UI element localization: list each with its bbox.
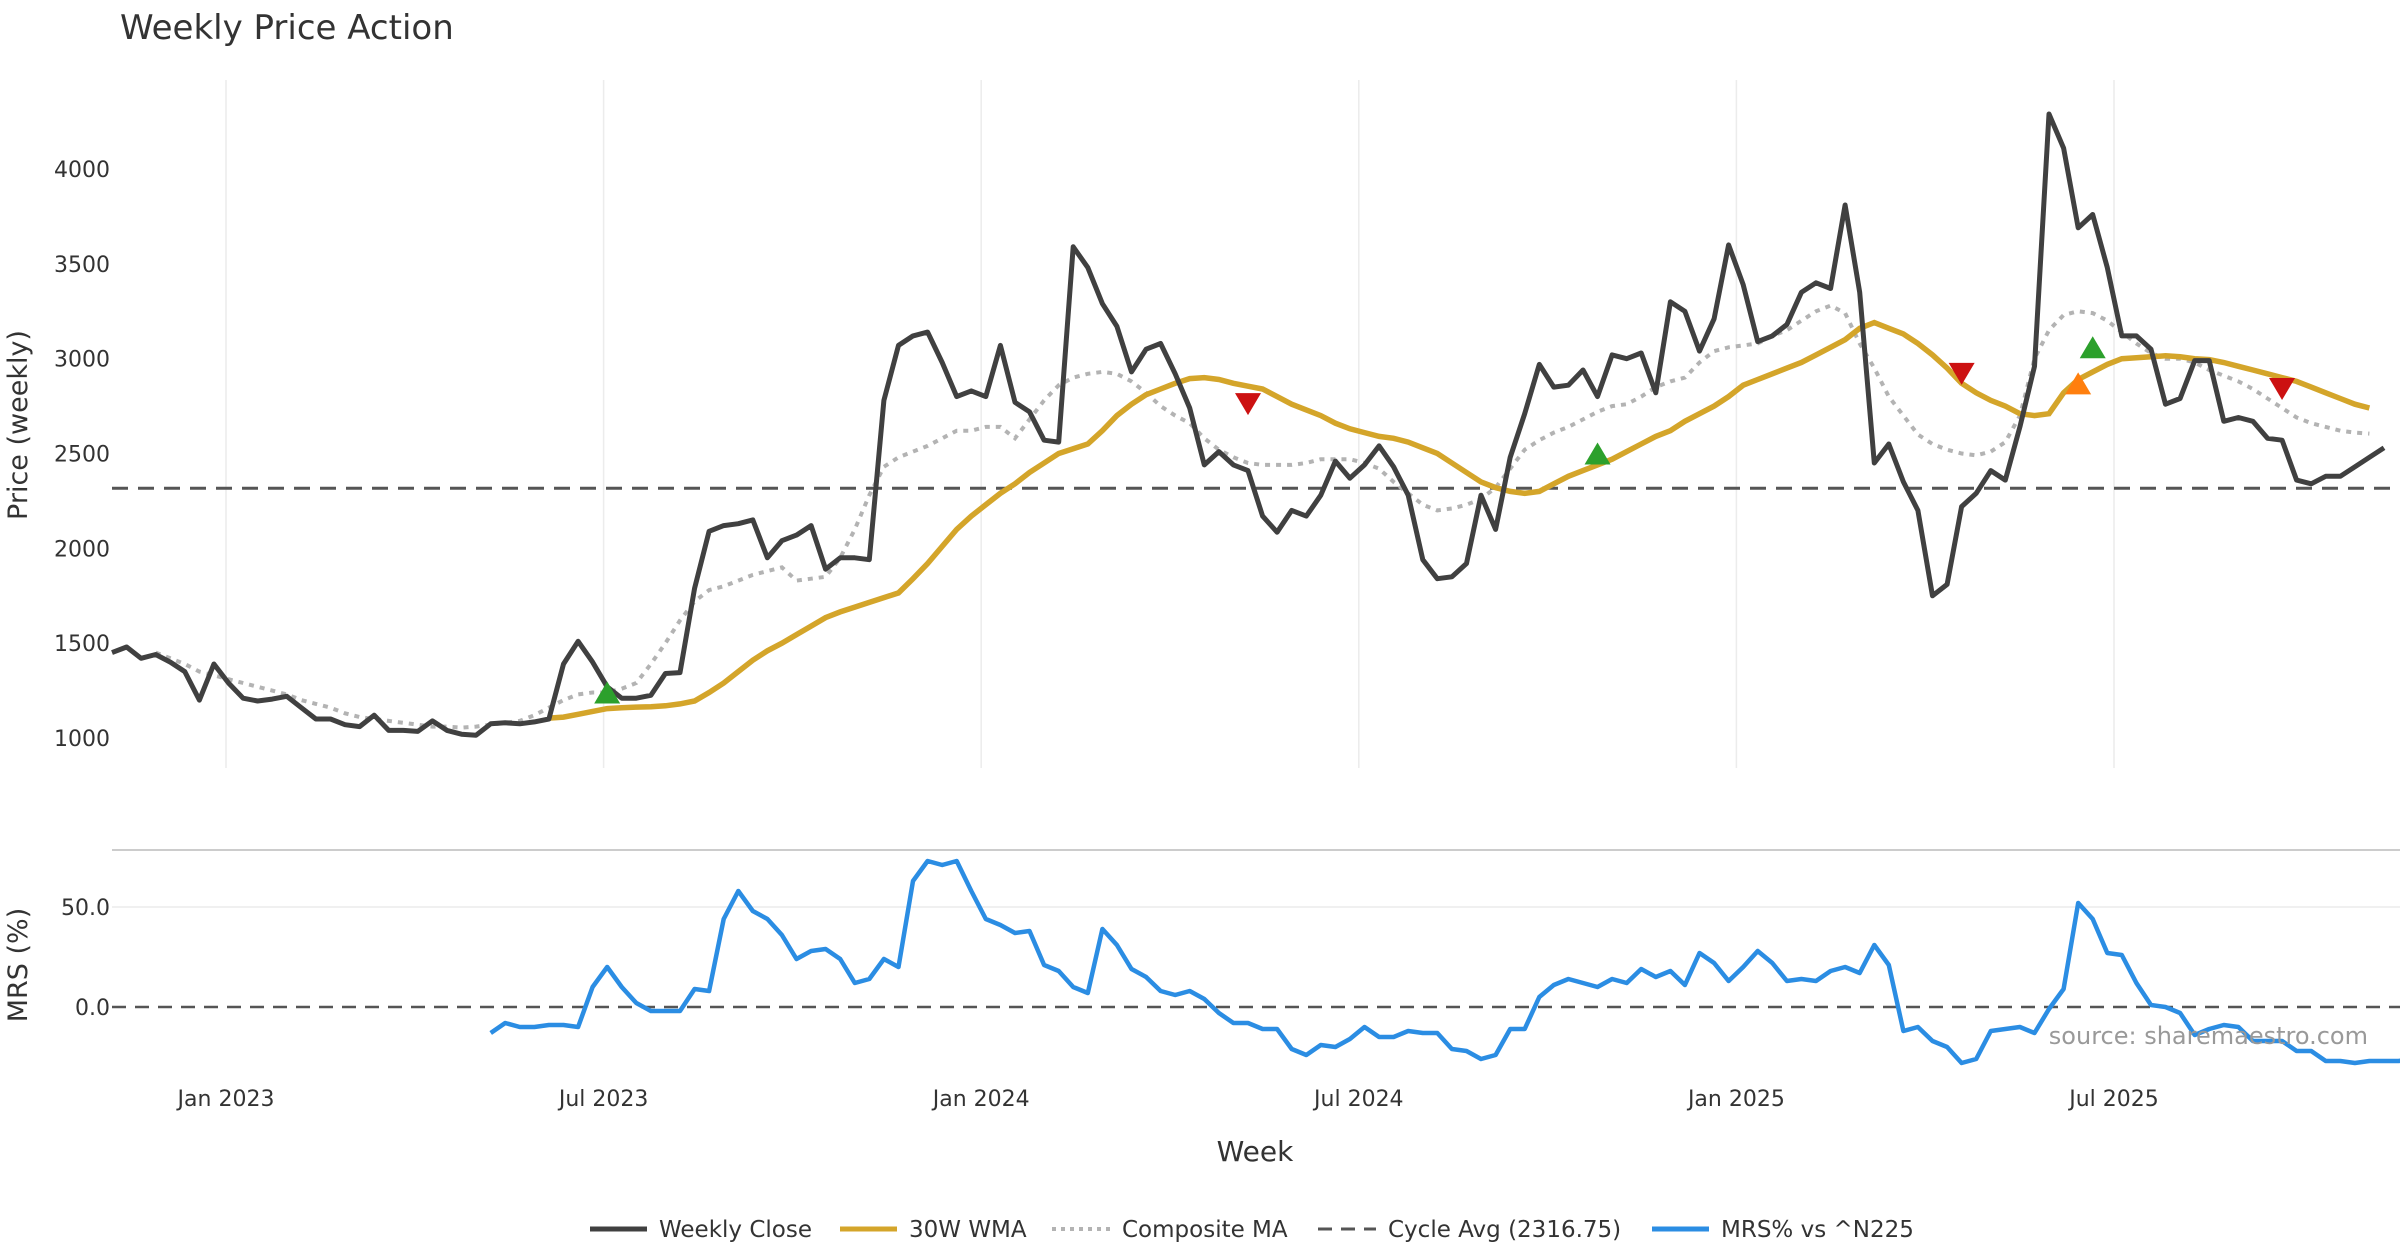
mrs-series-group — [489, 858, 2400, 1066]
x-tick-label: Jul 2023 — [557, 1087, 649, 1112]
legend-label-weekly-close: Weekly Close — [659, 1217, 812, 1243]
source-watermark: source: sharemaestro.com — [2049, 1022, 2368, 1050]
composite-ma-line — [154, 303, 2370, 730]
weekly-close-line — [111, 111, 2386, 738]
legend-label-wma30: 30W WMA — [909, 1217, 1027, 1243]
sell-signal-marker — [1235, 393, 1261, 416]
wma30-line — [548, 319, 2371, 721]
warn-signal-marker — [2065, 372, 2092, 395]
mrs-y-tick-label: 0.0 — [75, 996, 110, 1021]
buy-signal-marker — [1584, 442, 1611, 465]
price-y-tick-label: 2000 — [54, 537, 110, 562]
price-y-tick-label: 3000 — [54, 348, 110, 373]
mrs-y-ticks: 50.0 0.0 — [61, 896, 110, 1021]
price-y-tick-label: 1000 — [54, 727, 110, 752]
x-tick-label: Jan 2024 — [931, 1087, 1030, 1112]
sell-signal-marker — [1948, 362, 1975, 385]
buy-signal-marker — [594, 681, 621, 704]
mrs-y-axis-label: MRS (%) — [3, 908, 34, 1023]
price-y-tick-label: 2500 — [54, 443, 110, 468]
price-y-ticks: 1000 1500 2000 2500 3000 3500 4000 — [54, 158, 110, 752]
x-axis-label: Week — [1217, 1135, 1294, 1168]
mrs-line — [489, 858, 2400, 1066]
price-y-tick-label: 4000 — [54, 158, 110, 183]
x-tick-label: Jul 2024 — [1312, 1087, 1404, 1112]
price-y-tick-label: 1500 — [54, 632, 110, 657]
legend-label-composite-ma: Composite MA — [1122, 1217, 1288, 1243]
chart-title: Weekly Price Action — [120, 8, 454, 48]
signal-markers — [594, 336, 2296, 704]
x-ticks: Jan 2023 Jul 2023 Jan 2024 Jul 2024 Jan 2025… — [176, 1087, 2159, 1112]
sell-signal-marker — [2269, 378, 2296, 401]
price-y-tick-label: 3500 — [54, 253, 110, 278]
legend-label-cycle-avg: Cycle Avg (2316.75) — [1388, 1217, 1621, 1243]
grid — [112, 80, 2400, 908]
x-tick-label: Jan 2025 — [1686, 1087, 1785, 1112]
price-y-axis-label: Price (weekly) — [3, 330, 34, 520]
buy-signal-marker — [2079, 336, 2106, 359]
legend-label-mrs: MRS% vs ^N225 — [1721, 1217, 1914, 1243]
x-tick-label: Jul 2025 — [2067, 1087, 2159, 1112]
x-tick-label: Jan 2023 — [176, 1087, 275, 1112]
legend: Weekly Close 30W WMA Composite MA Cycle … — [590, 1217, 1914, 1243]
mrs-y-tick-label: 50.0 — [61, 896, 110, 921]
price-series-group — [111, 111, 2386, 738]
